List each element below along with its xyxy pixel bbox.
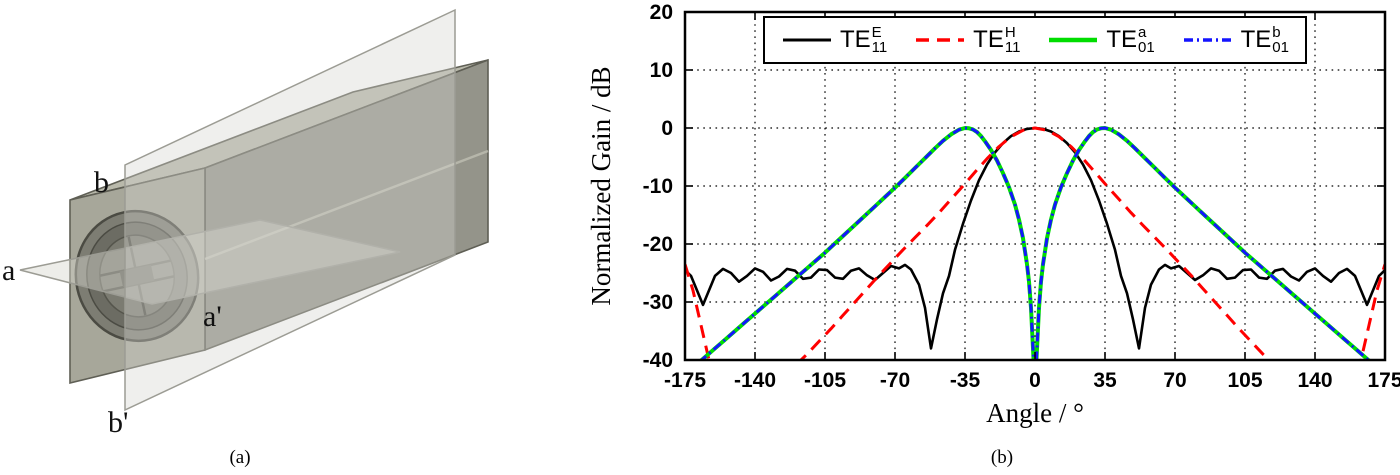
side-face-seam <box>204 149 489 261</box>
legend-line-sample <box>1049 37 1098 43</box>
legend-label: TE E 11 <box>840 24 888 56</box>
ridge-center-block <box>119 264 155 288</box>
legend-label: TE b 01 <box>1240 24 1289 56</box>
ridge-vertical-upper <box>127 236 137 269</box>
x-axis-label: Angle / ° <box>986 398 1084 428</box>
axis-ticks <box>684 11 1386 361</box>
legend-item-TE01-a: TE a 01 <box>1047 24 1155 56</box>
x-tick-label: 140 <box>1297 369 1332 392</box>
aperture <box>74 209 200 343</box>
x-tick-label: -105 <box>804 369 846 392</box>
panel-a-3d-model: a a' b b' <box>2 8 489 439</box>
gain-pattern-chart: -175 -140 -105 -70 -35 0 35 70 105 140 175 -40 -30 -2… <box>586 1 1400 428</box>
legend-item-TE11-E: TE E 11 <box>781 25 887 55</box>
plane-label-b: b <box>94 166 109 199</box>
x-tick-label: -70 <box>880 369 910 392</box>
cut-plane-horizontal <box>19 219 401 305</box>
x-tick-label: -35 <box>950 369 981 392</box>
curves <box>685 126 1385 360</box>
y-tick-label: 0 <box>661 117 673 140</box>
y-tick-label: -30 <box>643 291 673 314</box>
caption-panel-b: (b) <box>990 447 1014 468</box>
y-tick-label: -10 <box>643 175 673 198</box>
legend-item-TE01-b: TE b 01 <box>1182 25 1289 55</box>
legend-line-sample <box>783 38 831 42</box>
x-tick-label: 70 <box>1163 369 1186 392</box>
y-tick-label: 10 <box>650 59 673 82</box>
legend-item-TE11-H: TE H 11 <box>914 25 1020 55</box>
y-tick-label: -40 <box>643 349 673 372</box>
legend-line-sample <box>1183 38 1232 42</box>
ridge-vertical-lower <box>137 283 147 316</box>
caption-panel-a: (a) <box>229 447 251 468</box>
legend-label: TE H 11 <box>973 24 1021 56</box>
tick-labels: -175 -140 -105 -70 -35 0 35 70 105 140 175 -40 -30 -2… <box>643 1 1400 392</box>
plane-label-b-prime: b' <box>108 406 128 439</box>
plane-label-a: a <box>2 254 15 287</box>
x-tick-label: 105 <box>1227 369 1262 392</box>
y-axis-label: Normalized Gain / dB <box>586 66 616 305</box>
chart-legend: TE E 11 TE H 11 TE a 01 TE b 01 <box>763 16 1307 64</box>
legend-line-sample <box>916 38 965 42</box>
cut-plane-vertical <box>124 8 456 412</box>
x-tick-label: 0 <box>1029 369 1041 392</box>
y-tick-label: -20 <box>643 233 673 256</box>
series-TE01-b <box>699 126 1371 360</box>
y-tick-label: 20 <box>650 1 673 24</box>
series-TE01-a <box>698 126 1372 360</box>
x-tick-label: -140 <box>734 369 776 392</box>
grid-lines <box>685 12 1385 360</box>
legend-label: TE a 01 <box>1106 24 1155 56</box>
x-tick-label: -175 <box>664 369 706 392</box>
x-tick-label: 175 <box>1367 369 1400 392</box>
plane-label-a-prime: a' <box>203 300 222 333</box>
series-TE11-H <box>685 126 1385 360</box>
x-tick-label: 35 <box>1093 369 1117 392</box>
